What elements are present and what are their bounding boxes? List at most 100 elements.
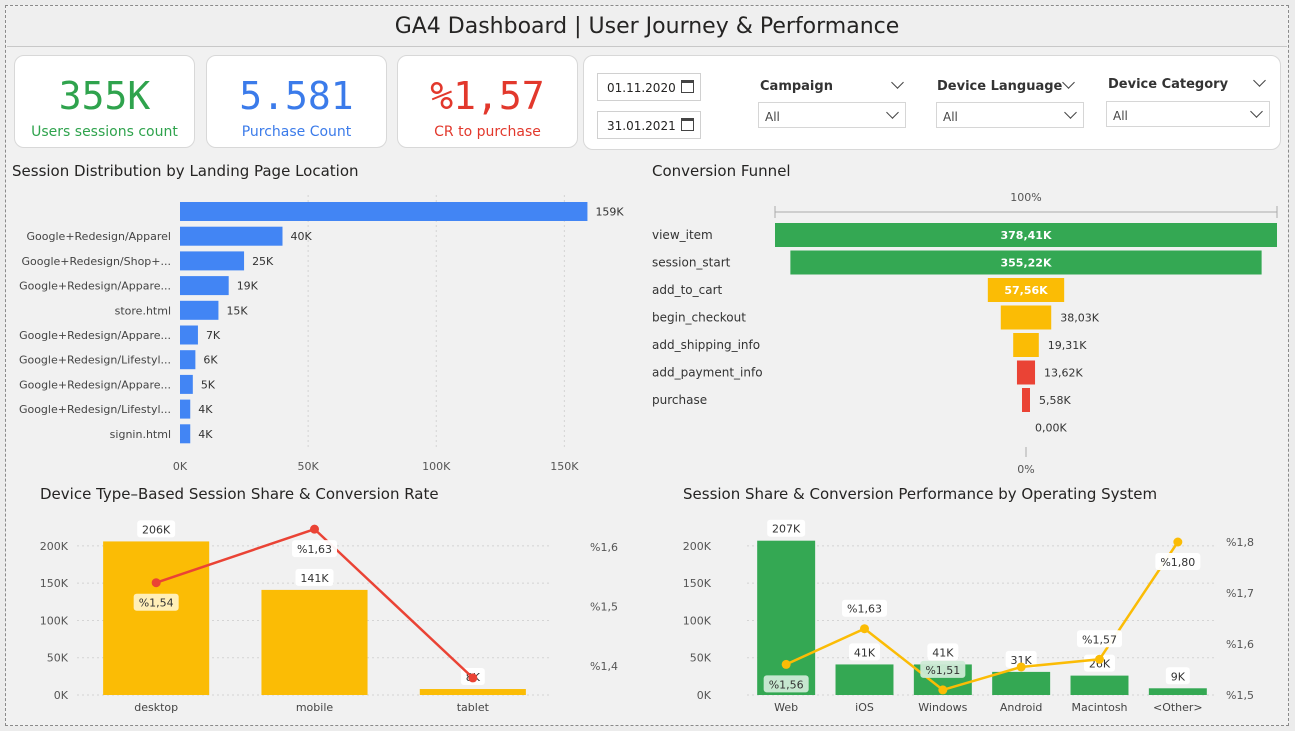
category-label: tablet [457, 701, 490, 714]
bar [180, 202, 588, 221]
funnel-value-label: 5,58K [1039, 394, 1071, 407]
bar-value-label: 4K [198, 428, 213, 441]
bar [180, 374, 193, 394]
line-point [1173, 537, 1183, 547]
bar [103, 541, 210, 695]
funnel-top-label: 100% [1010, 191, 1041, 204]
device-category-dropdown[interactable]: All [1106, 101, 1270, 127]
bar-value-label: 19K [237, 280, 259, 293]
y-tick-label: 0K [697, 689, 712, 702]
chevron-down-icon[interactable] [1062, 76, 1075, 89]
funnel-stage-label: add_to_cart [652, 283, 723, 297]
category-label: Google+Redesign/Appare... [19, 329, 171, 342]
chevron-down-icon[interactable] [891, 76, 904, 89]
y-tick-label: 150K [683, 577, 712, 590]
kpi-value: 355K [58, 74, 151, 118]
category-label: signin.html [110, 428, 171, 441]
kpi-label: Users sessions count [31, 124, 178, 140]
category-label: desktop [134, 701, 178, 714]
bar-value-label-bg [849, 643, 880, 661]
category-label: Google+Redesign/Lifestyl... [19, 403, 171, 416]
funnel-stage-label: begin_checkout [652, 311, 746, 325]
kpi-value: %1,57 [430, 74, 545, 118]
kpi-card-purchase: 5.581 Purchase Count [206, 55, 387, 148]
line-value-label-bg [1155, 553, 1201, 570]
category-label: Google+Redesign/Appare... [19, 378, 171, 391]
y2-tick-label: %1,6 [590, 541, 618, 554]
line-point [860, 624, 869, 634]
bar-value-label: 4K [198, 403, 213, 416]
line-value-label-bg [292, 540, 337, 558]
chevron-down-icon [886, 106, 899, 119]
funnel-value-label: 57,56K [1004, 284, 1048, 297]
kpi-card-cr: %1,57 CR to purchase [397, 55, 578, 148]
funnel-value-label: 19,31K [1048, 339, 1087, 352]
bar-value-label: 7K [206, 329, 221, 342]
funnel-stage-label: add_payment_info [652, 366, 763, 380]
bar-value-label: 141K [300, 572, 329, 585]
bar-value-label-bg [1165, 667, 1190, 685]
device-category-value: All [1113, 109, 1128, 123]
bar-value-label: 5K [201, 378, 216, 391]
funnel-bar [1016, 360, 1036, 385]
device-language-dropdown[interactable]: All [936, 102, 1084, 128]
category-label: Windows [918, 701, 967, 714]
os-chart-title: Session Share & Conversion Performance b… [683, 485, 1158, 503]
campaign-slicer-title: Campaign [760, 79, 833, 94]
bar-value-label: 159K [595, 206, 624, 219]
bar [180, 399, 191, 419]
line-value-label: %1,63 [847, 603, 882, 616]
calendar-icon[interactable] [681, 118, 694, 131]
calendar-icon[interactable] [681, 80, 694, 93]
y-tick-label: 50K [47, 652, 69, 665]
bar [757, 540, 816, 695]
category-label: Android [1000, 701, 1043, 714]
bar [835, 664, 894, 695]
category-label: Google+Redesign/Apparel [27, 230, 171, 243]
funnel-bar [775, 223, 1277, 247]
line-value-label-bg [1077, 630, 1122, 648]
kpi-value: 5.581 [239, 74, 354, 118]
landing-page-bar-chart: 0K 50K 100K 150K 159K 40K Google+Redesign/Appa… [19, 195, 624, 473]
campaign-dropdown[interactable]: All [758, 102, 906, 128]
start-date-value: 01.11.2020 [607, 81, 676, 95]
kpi-label: Purchase Count [241, 124, 352, 140]
bar [180, 276, 229, 296]
line-point [310, 524, 319, 534]
category-label: Google+Redesign/Shop+... [22, 255, 172, 268]
bar-value-label: 31K [1011, 654, 1033, 667]
y2-tick-label: %1,6 [1226, 638, 1254, 651]
landing-page-chart-title: Session Distribution by Landing Page Loc… [12, 162, 359, 180]
category-label: Google+Redesign/Lifestyl... [19, 354, 171, 367]
funnel-bar [1000, 305, 1052, 330]
funnel-value-label: 38,03K [1060, 312, 1099, 325]
chevron-down-icon[interactable] [1253, 74, 1266, 87]
start-date-input[interactable]: 01.11.2020 [597, 73, 701, 101]
y-tick-label: 100K [683, 614, 712, 627]
bar-value-label: 206K [142, 523, 171, 536]
device-combo-chart: 0K 50K 100K 150K 200K %1,4 %1,5 %1,6 206K desktop… [40, 520, 618, 714]
bar [180, 226, 283, 246]
line-point [1016, 662, 1026, 672]
bar [1070, 675, 1129, 695]
title-bar: GA4 Dashboard | User Journey & Performan… [7, 7, 1287, 47]
funnel-stage-label: session_start [652, 256, 731, 270]
end-date-input[interactable]: 31.01.2021 [597, 111, 701, 139]
bar-value-label: 15K [226, 304, 248, 317]
bar-value-label: 25K [252, 255, 274, 268]
bar [261, 589, 368, 695]
line-value-label-bg [133, 593, 179, 611]
category-label: Web [774, 701, 798, 714]
bar-value-label-bg [767, 519, 806, 537]
bar [180, 325, 198, 345]
line-value-label: %1,51 [925, 664, 960, 677]
funnel-value-label: 0,00K [1035, 422, 1067, 435]
bar [180, 251, 245, 271]
device-language-value: All [943, 110, 958, 124]
category-label: store.html [115, 304, 171, 317]
bar-value-label: 41K [854, 646, 876, 659]
x-tick-label: 50K [298, 460, 320, 473]
line-value-label: %1,54 [139, 597, 174, 610]
y2-tick-label: %1,8 [1226, 536, 1254, 549]
end-date-value: 31.01.2021 [607, 119, 676, 133]
